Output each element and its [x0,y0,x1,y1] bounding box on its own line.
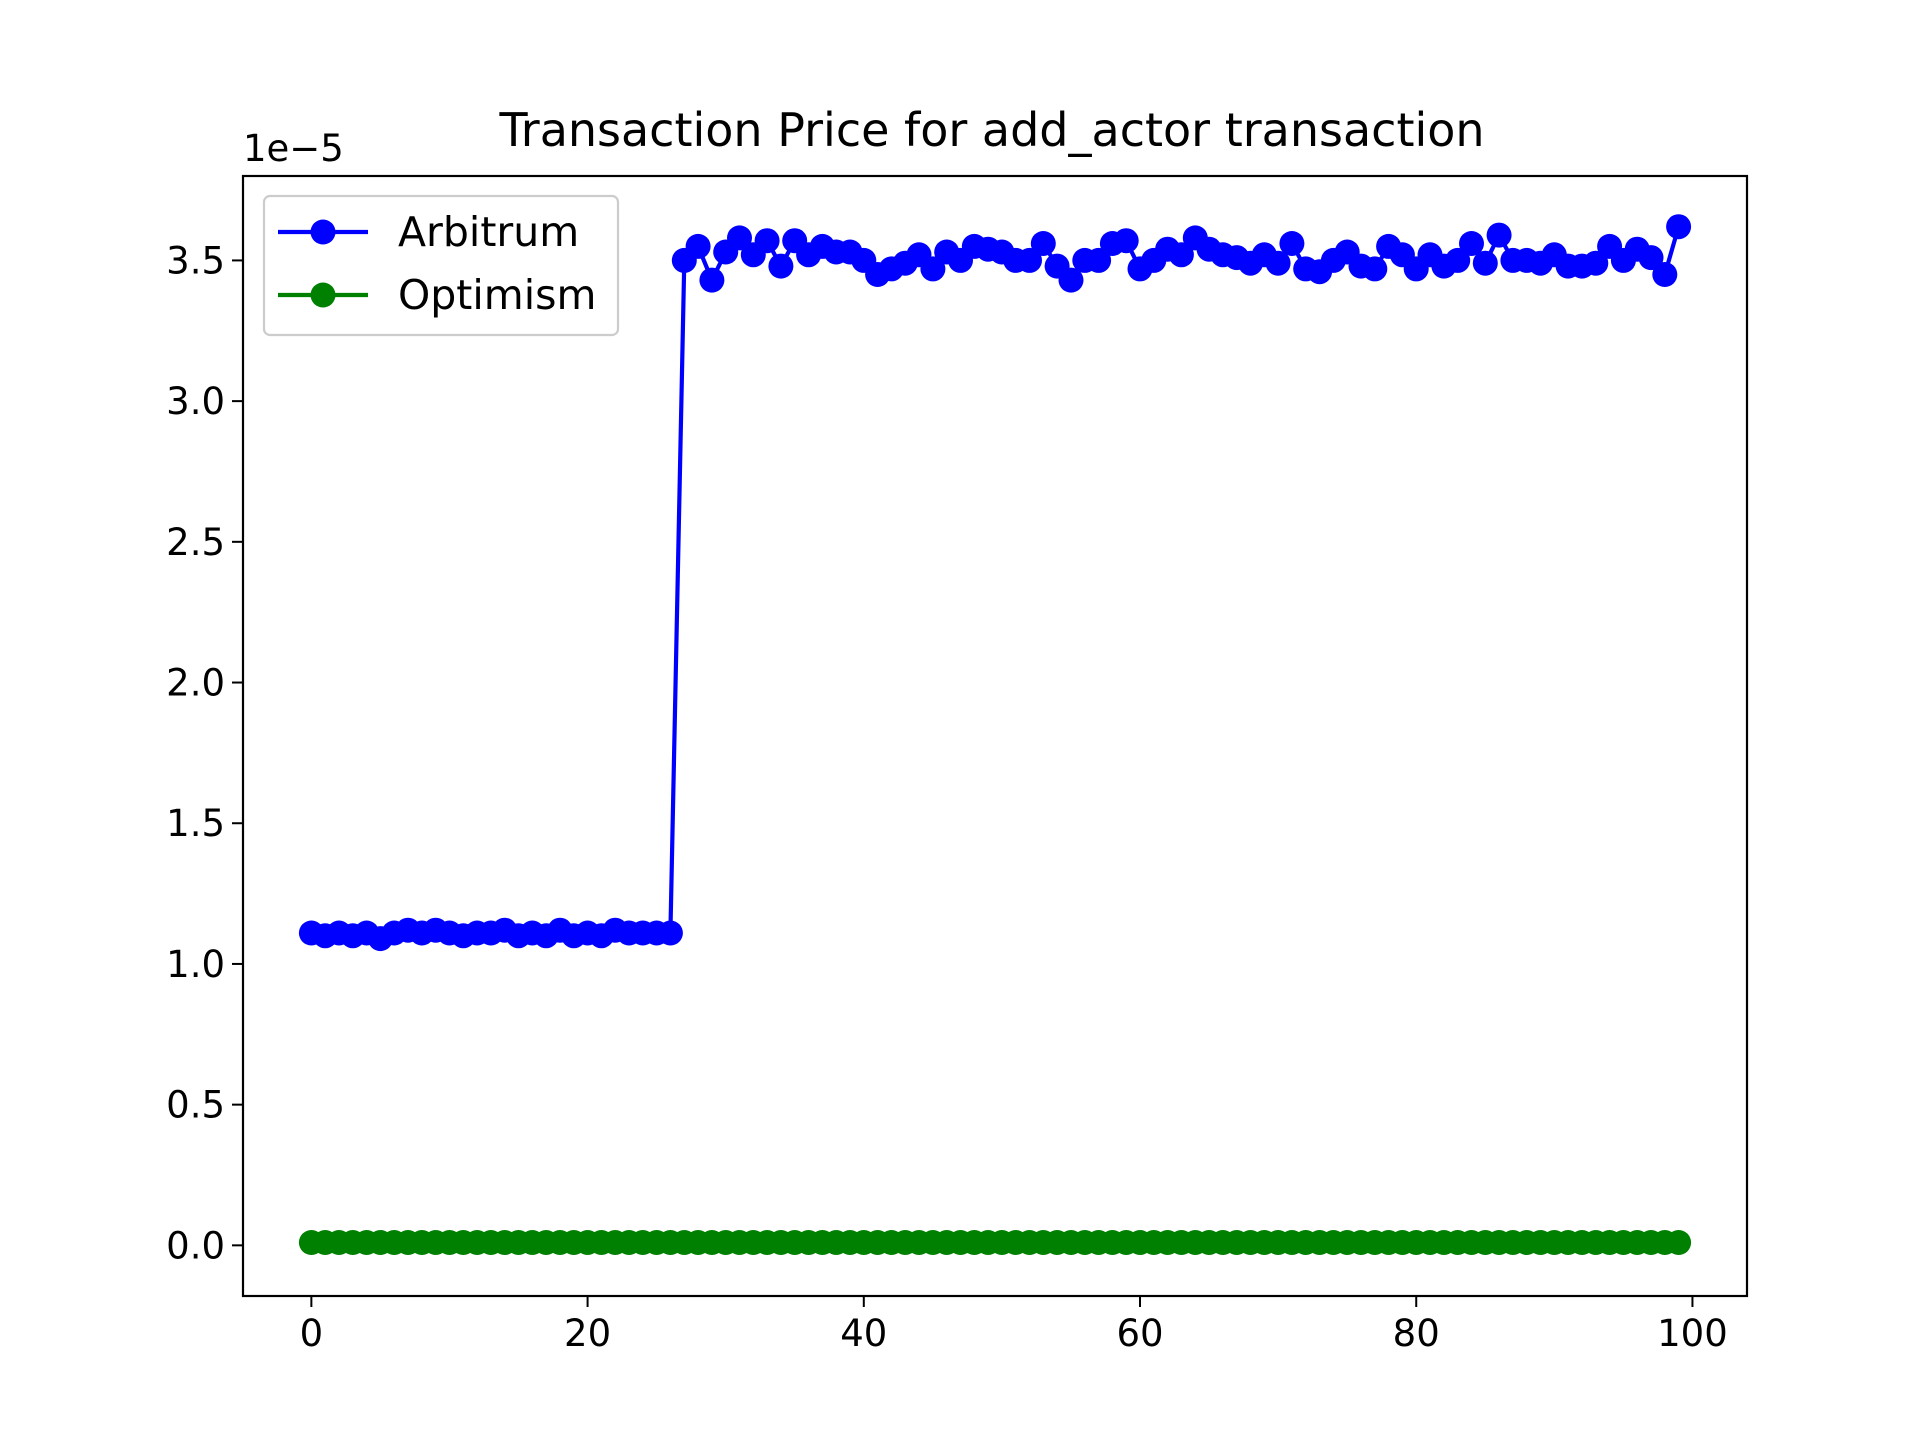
x-tick-label: 40 [840,1312,887,1355]
data-point-arbitrum [1486,222,1512,248]
y-tick-label: 1.5 [166,802,225,845]
axes-layer: 0 20 40 60 80 100 0.0 0.5 1.0 1.5 2.0 2.5 3.0 3.5 [166,174,1749,1355]
data-point-arbitrum [754,228,780,254]
data-point-arbitrum [1638,245,1664,271]
data-point-arbitrum [1472,250,1498,276]
legend-label-arbitrum: Arbitrum [398,208,579,256]
y-tick-label: 2.5 [166,521,225,564]
data-point-arbitrum [1086,247,1112,273]
legend-label-optimism: Optimism [398,271,596,319]
data-point-arbitrum [1113,228,1139,254]
y-tick-label: 1.0 [166,943,225,986]
data-point-arbitrum [1058,267,1084,293]
data-point-arbitrum [1017,247,1042,273]
y-offset-label: 1e−5 [243,127,344,170]
axes-frame [241,174,1749,1298]
data-point-arbitrum [685,233,711,259]
data-point-arbitrum [1265,250,1291,276]
data-point-arbitrum [920,256,946,282]
data-point-arbitrum [1279,231,1305,256]
x-tick-label: 80 [1393,1312,1440,1355]
series-layer [298,214,1692,1255]
legend-marker-arbitrum [310,219,336,245]
legend: Arbitrum Optimism [262,194,620,337]
y-tick-label: 3.5 [166,239,225,282]
y-tick-label: 3.0 [166,380,225,423]
data-point-arbitrum [1362,256,1388,282]
y-tick-label: 2.0 [166,662,225,705]
data-point-optimism [1666,1230,1692,1255]
data-point-arbitrum [699,267,725,293]
data-point-arbitrum [1666,214,1692,240]
y-tick-label: 0.0 [166,1224,225,1267]
y-tick-label: 0.5 [166,1084,225,1127]
data-point-arbitrum [1583,250,1609,276]
x-tick-label: 0 [300,1312,324,1355]
chart-title: Transaction Price for add_actor transact… [498,103,1484,157]
data-point-arbitrum [1168,242,1194,268]
data-point-arbitrum [1445,247,1471,273]
data-point-arbitrum [727,225,752,251]
legend-marker-optimism [310,282,336,308]
data-point-arbitrum [1030,231,1056,256]
data-point-arbitrum [1459,231,1484,256]
x-tick-label: 100 [1657,1312,1728,1355]
data-point-arbitrum [768,253,794,279]
x-tick-label: 20 [564,1312,611,1355]
data-point-arbitrum [1652,262,1678,287]
data-point-arbitrum [657,920,683,946]
x-tick-label: 60 [1116,1312,1163,1355]
